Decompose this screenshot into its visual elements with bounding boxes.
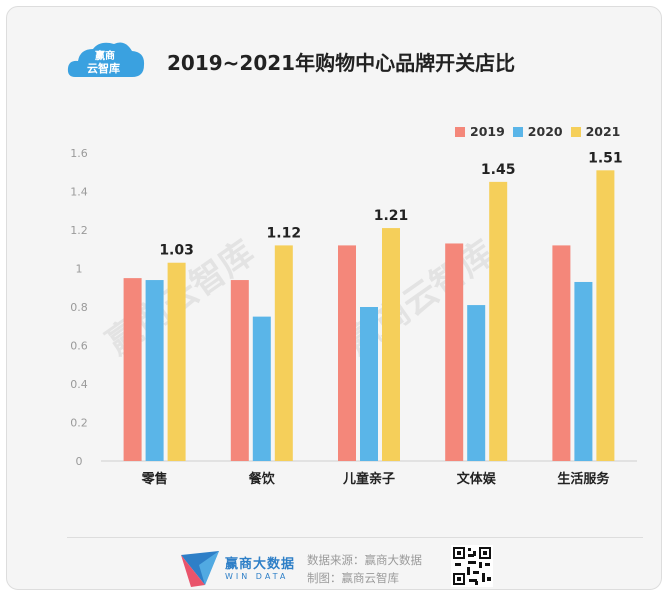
logo-text-bottom: 云智库 (87, 61, 120, 75)
x-tick-label: 生活服务 (557, 471, 610, 487)
x-tick-label: 儿童亲子 (342, 471, 395, 487)
bar-2020-1 (252, 316, 271, 461)
bar-2021-0 (167, 262, 186, 461)
bar-2019-0 (123, 278, 142, 461)
qr-code-icon (451, 545, 493, 587)
bar-2019-1 (230, 280, 249, 461)
chart-legend: 2019 2020 2021 (455, 124, 620, 139)
bar-2019-2 (338, 245, 356, 461)
x-tick-label: 文体娱 (457, 471, 497, 487)
bar-2021-1 (274, 245, 293, 461)
x-tick-label: 零售 (141, 471, 168, 487)
bar-2019-3 (445, 243, 464, 461)
legend-item-2019: 2019 (455, 124, 505, 139)
legend-item-2020: 2020 (512, 124, 563, 139)
bar-chart: 赢商云智库赢商云智库 00.20.40.60.811.21.41.6 零售1.0… (70, 147, 637, 487)
data-label: 1.51 (588, 150, 623, 166)
y-tick-label: 0.6 (70, 340, 88, 353)
data-label: 1.03 (159, 243, 194, 259)
chart-maker-text: 制图：赢商云智库 (307, 571, 399, 585)
legend-label: 2020 (527, 124, 563, 139)
cloud-logo-icon: 赢商 云智库 (67, 42, 145, 77)
chart-title: 2019~2021年购物中心品牌开关店比 (167, 51, 516, 75)
legend-label: 2021 (585, 124, 621, 139)
brand-name: 赢商大数据 (225, 557, 296, 572)
win-data-logo-icon (181, 551, 219, 587)
y-tick-label: 1.4 (70, 186, 88, 199)
bar-2021-4 (596, 170, 615, 461)
y-tick-label: 0.2 (70, 417, 88, 430)
legend-swatch (512, 126, 523, 137)
bar-2020-3 (467, 305, 486, 461)
bar-2021-3 (489, 181, 508, 461)
data-label: 1.45 (481, 162, 516, 178)
x-tick-label: 餐饮 (248, 471, 276, 487)
bar-2020-4 (574, 281, 593, 461)
bar-2020-0 (145, 280, 164, 461)
bar-2019-4 (552, 245, 571, 461)
data-source-text: 数据来源：赢商大数据 (307, 553, 422, 567)
chart-card: 赢商 云智库 2019~2021年购物中心品牌开关店比 2019 2020 2021… (6, 6, 662, 590)
legend-swatch (570, 126, 581, 137)
y-tick-label: 0.4 (70, 378, 88, 391)
bar-2020-2 (360, 307, 378, 461)
logo-text-top: 赢商 (95, 49, 115, 62)
legend-label: 2019 (470, 124, 505, 139)
y-tick-label: 0.8 (70, 301, 88, 314)
y-tick-label: 1 (76, 263, 83, 276)
y-tick-label: 0 (76, 455, 83, 468)
legend-item-2021: 2021 (570, 124, 621, 139)
y-tick-label: 1.6 (70, 147, 88, 160)
legend-swatch (455, 126, 465, 137)
data-label: 1.21 (374, 208, 409, 224)
bar-2021-2 (382, 228, 400, 461)
brand-subtitle: WIN DATA (225, 572, 289, 581)
footer-divider (67, 537, 643, 538)
data-label: 1.12 (267, 225, 302, 241)
y-tick-label: 1.2 (70, 224, 88, 237)
